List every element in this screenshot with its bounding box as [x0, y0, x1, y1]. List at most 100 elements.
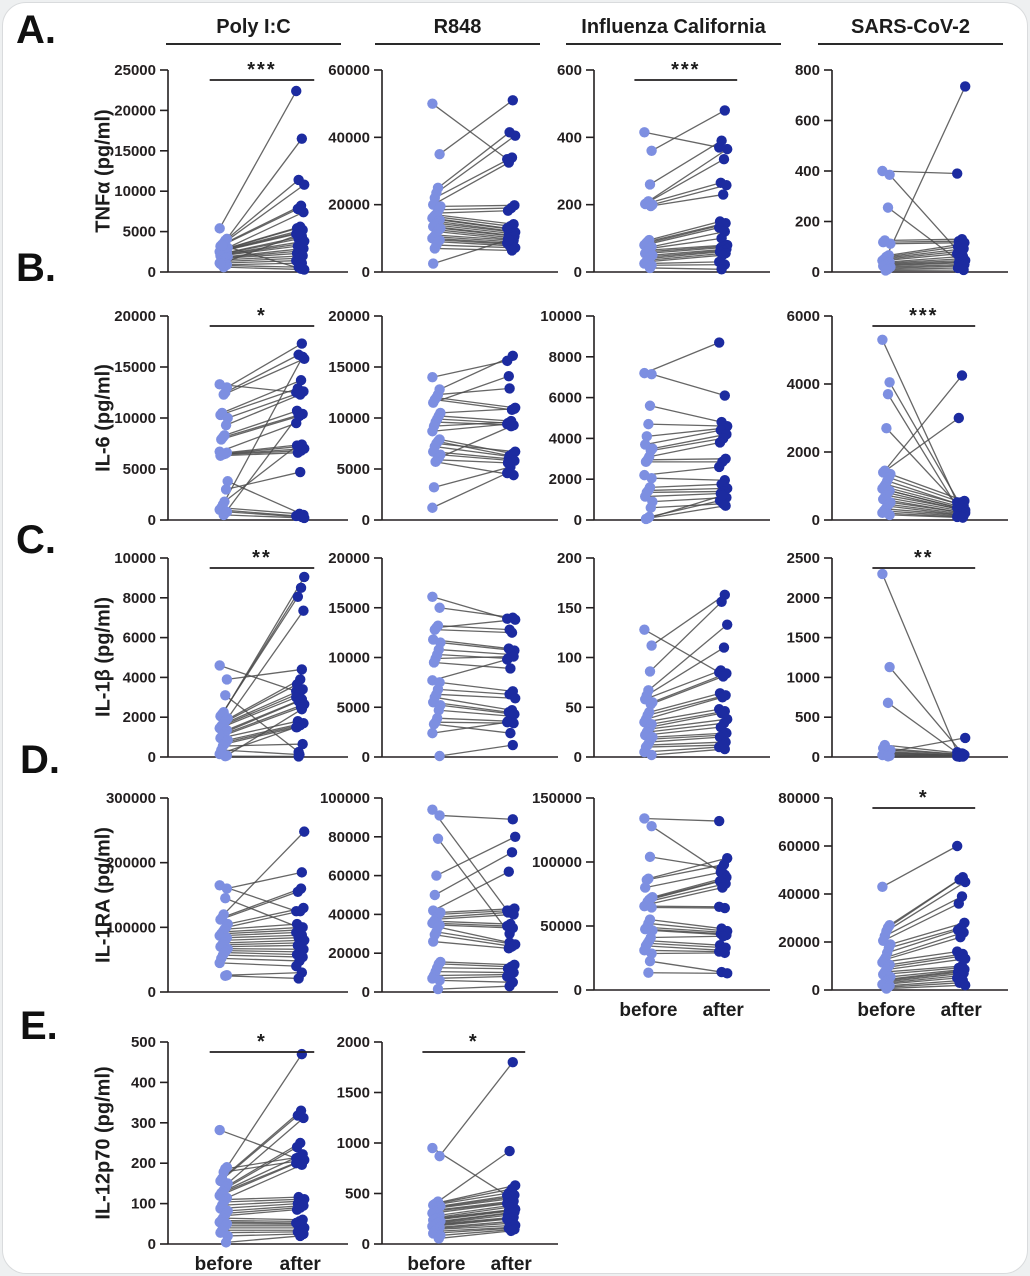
svg-text:0: 0 — [148, 264, 156, 281]
svg-text:after: after — [280, 1254, 322, 1275]
svg-text:*: * — [257, 305, 267, 327]
svg-text:*: * — [257, 1031, 267, 1053]
svg-text:25000: 25000 — [114, 62, 156, 79]
plot-tnfa-poly-ic: 0 5000 10000 15000 20000 25000 *** — [114, 59, 348, 281]
svg-text:8000: 8000 — [123, 590, 156, 607]
svg-text:5000: 5000 — [337, 699, 370, 716]
svg-text:60000: 60000 — [328, 62, 370, 79]
svg-text:0: 0 — [812, 512, 820, 529]
panel-letter-c: C. — [16, 518, 56, 562]
svg-text:1500: 1500 — [337, 1085, 370, 1102]
svg-text:15000: 15000 — [114, 359, 156, 376]
svg-text:15000: 15000 — [328, 600, 370, 617]
svg-text:20000: 20000 — [328, 308, 370, 325]
svg-text:6000: 6000 — [549, 390, 582, 407]
plot-il1b-influenza: 0 50 100 150 200 — [557, 550, 770, 766]
panel-letter-d: D. — [20, 738, 60, 782]
svg-text:100000: 100000 — [320, 790, 370, 807]
svg-text:20000: 20000 — [328, 550, 370, 567]
column-title-sars-cov-2: SARS-CoV-2 — [818, 16, 1003, 45]
svg-text:20000: 20000 — [328, 197, 370, 214]
svg-text:0: 0 — [362, 512, 370, 529]
svg-text:15000: 15000 — [328, 359, 370, 376]
plot-il1ra-r848: 0 20000 40000 60000 80000 100000 — [320, 790, 558, 1001]
svg-text:150000: 150000 — [532, 790, 582, 807]
column-title-influenza: Influenza California — [566, 16, 781, 45]
plot-il12p70-poly-ic: 0 100 200 300 400 500 * before after — [131, 1031, 348, 1275]
svg-text:300000: 300000 — [106, 790, 156, 807]
svg-text:2000: 2000 — [549, 471, 582, 488]
svg-text:10000: 10000 — [328, 410, 370, 427]
svg-text:***: *** — [247, 59, 276, 81]
svg-text:0: 0 — [812, 749, 820, 766]
svg-text:10000: 10000 — [114, 410, 156, 427]
plot-tnfa-influenza: 0 200 400 600 *** — [557, 59, 770, 281]
svg-text:200: 200 — [131, 1155, 156, 1172]
svg-text:0: 0 — [812, 982, 820, 999]
svg-text:200000: 200000 — [106, 855, 156, 872]
plot-il1ra-poly-ic: 0 100000 200000 300000 — [106, 790, 348, 1001]
svg-text:600: 600 — [557, 62, 582, 79]
plot-il6-poly-ic: 0 5000 10000 15000 20000 * — [114, 305, 348, 529]
svg-text:1000: 1000 — [337, 1135, 370, 1152]
svg-text:0: 0 — [362, 1236, 370, 1253]
svg-text:500: 500 — [345, 1186, 370, 1203]
svg-text:5000: 5000 — [337, 461, 370, 478]
svg-text:500: 500 — [795, 709, 820, 726]
svg-text:0: 0 — [574, 982, 582, 999]
svg-text:before: before — [857, 1000, 915, 1021]
svg-text:500: 500 — [131, 1034, 156, 1051]
plot-il1ra-influenza: 0 50000 100000 150000 before after — [532, 790, 770, 1021]
svg-text:10000: 10000 — [540, 308, 582, 325]
plot-il1b-r848: 0 5000 10000 15000 20000 — [328, 550, 558, 766]
svg-text:150: 150 — [557, 600, 582, 617]
svg-text:15000: 15000 — [114, 143, 156, 160]
svg-text:1500: 1500 — [787, 630, 820, 647]
svg-text:800: 800 — [795, 62, 820, 79]
svg-text:400: 400 — [131, 1074, 156, 1091]
svg-text:6000: 6000 — [123, 630, 156, 647]
svg-text:2000: 2000 — [123, 709, 156, 726]
svg-text:0: 0 — [148, 984, 156, 1001]
svg-text:80000: 80000 — [328, 829, 370, 846]
svg-text:80000: 80000 — [778, 790, 820, 807]
svg-text:1000: 1000 — [787, 669, 820, 686]
svg-text:50000: 50000 — [540, 918, 582, 935]
svg-text:60000: 60000 — [328, 868, 370, 885]
svg-text:100: 100 — [131, 1196, 156, 1213]
svg-text:200: 200 — [795, 214, 820, 231]
svg-text:20000: 20000 — [778, 934, 820, 951]
svg-text:0: 0 — [148, 512, 156, 529]
svg-text:4000: 4000 — [549, 430, 582, 447]
svg-text:6000: 6000 — [787, 308, 820, 325]
svg-text:before: before — [195, 1254, 253, 1275]
svg-text:8000: 8000 — [549, 349, 582, 366]
svg-text:100000: 100000 — [532, 854, 582, 871]
svg-text:2000: 2000 — [787, 590, 820, 607]
svg-text:2000: 2000 — [337, 1034, 370, 1051]
svg-text:0: 0 — [574, 512, 582, 529]
plot-il1ra-sars: 0 20000 40000 60000 80000 * before after — [778, 787, 1008, 1021]
svg-text:5000: 5000 — [123, 461, 156, 478]
panel-letter-a: A. — [16, 8, 56, 52]
svg-text:300: 300 — [131, 1115, 156, 1132]
plot-il1b-sars: 0 500 1000 1500 2000 2500 ** — [787, 547, 1008, 766]
plot-il12p70-r848: 0 500 1000 1500 2000 * before after — [337, 1031, 558, 1275]
svg-text:***: *** — [671, 59, 700, 81]
svg-text:10000: 10000 — [328, 650, 370, 667]
svg-text:20000: 20000 — [114, 102, 156, 119]
plot-tnfa-r848: 0 20000 40000 60000 — [328, 62, 558, 281]
svg-text:400: 400 — [557, 129, 582, 146]
svg-text:0: 0 — [574, 749, 582, 766]
svg-text:before: before — [407, 1254, 465, 1275]
svg-text:2000: 2000 — [787, 444, 820, 461]
svg-text:50: 50 — [565, 699, 582, 716]
svg-text:0: 0 — [148, 749, 156, 766]
svg-text:after: after — [941, 1000, 983, 1021]
svg-text:0: 0 — [574, 264, 582, 281]
svg-text:200: 200 — [557, 550, 582, 567]
svg-text:after: after — [703, 1000, 745, 1021]
panel-letter-e: E. — [20, 1004, 58, 1048]
plot-il1b-poly-ic: 0 2000 4000 6000 8000 10000 ** — [114, 547, 348, 766]
